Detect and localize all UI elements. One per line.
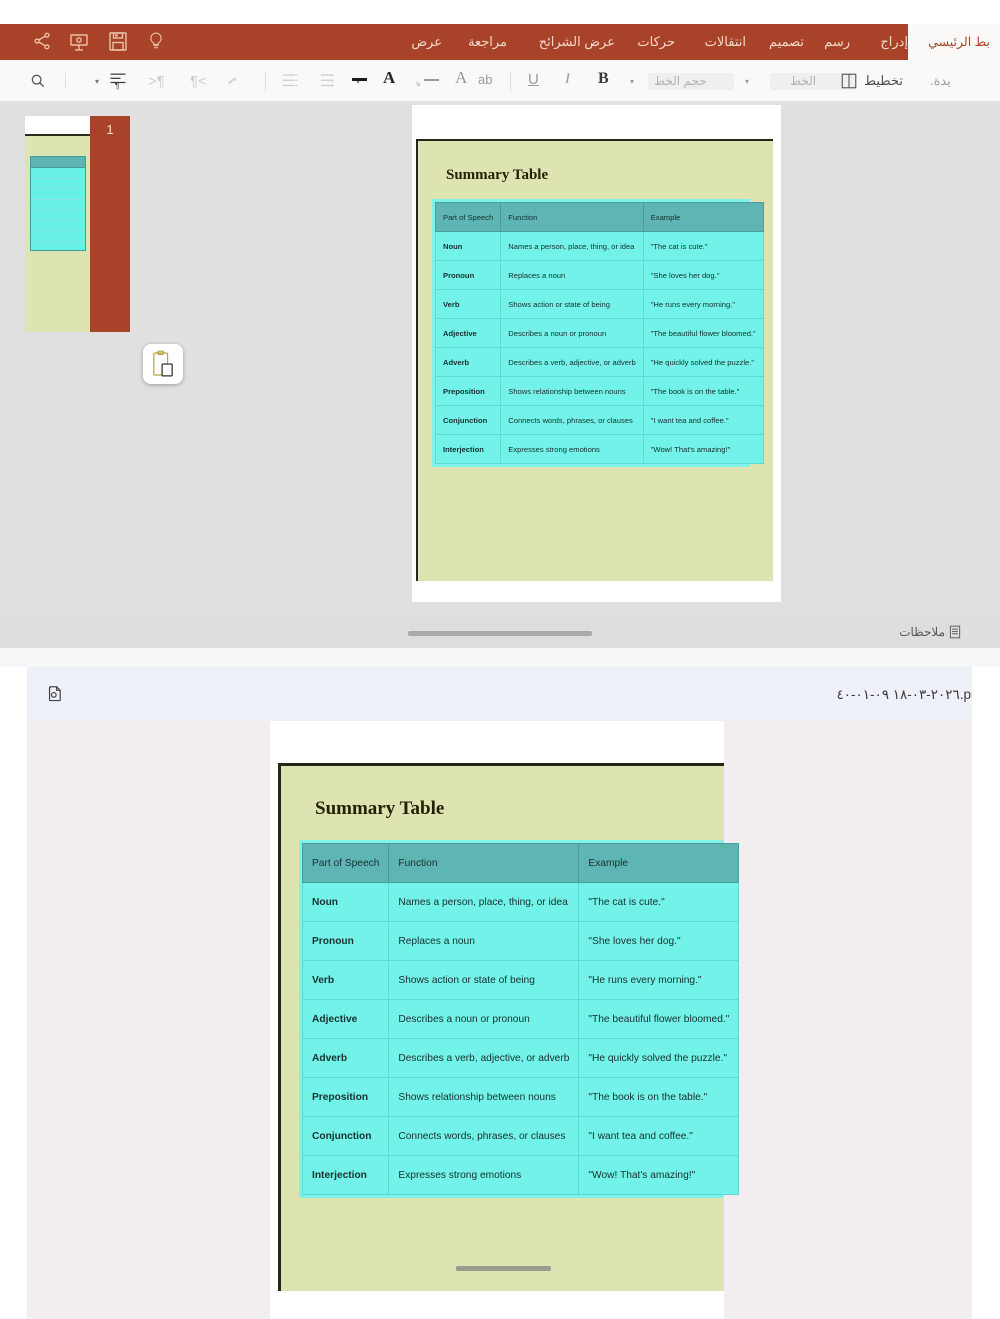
svg-text:2: 2: [331, 79, 333, 83]
svg-text:3: 3: [331, 84, 333, 88]
svg-text:¶: ¶: [115, 80, 120, 90]
svg-text:A: A: [405, 75, 407, 87]
svg-text:1: 1: [331, 74, 333, 78]
